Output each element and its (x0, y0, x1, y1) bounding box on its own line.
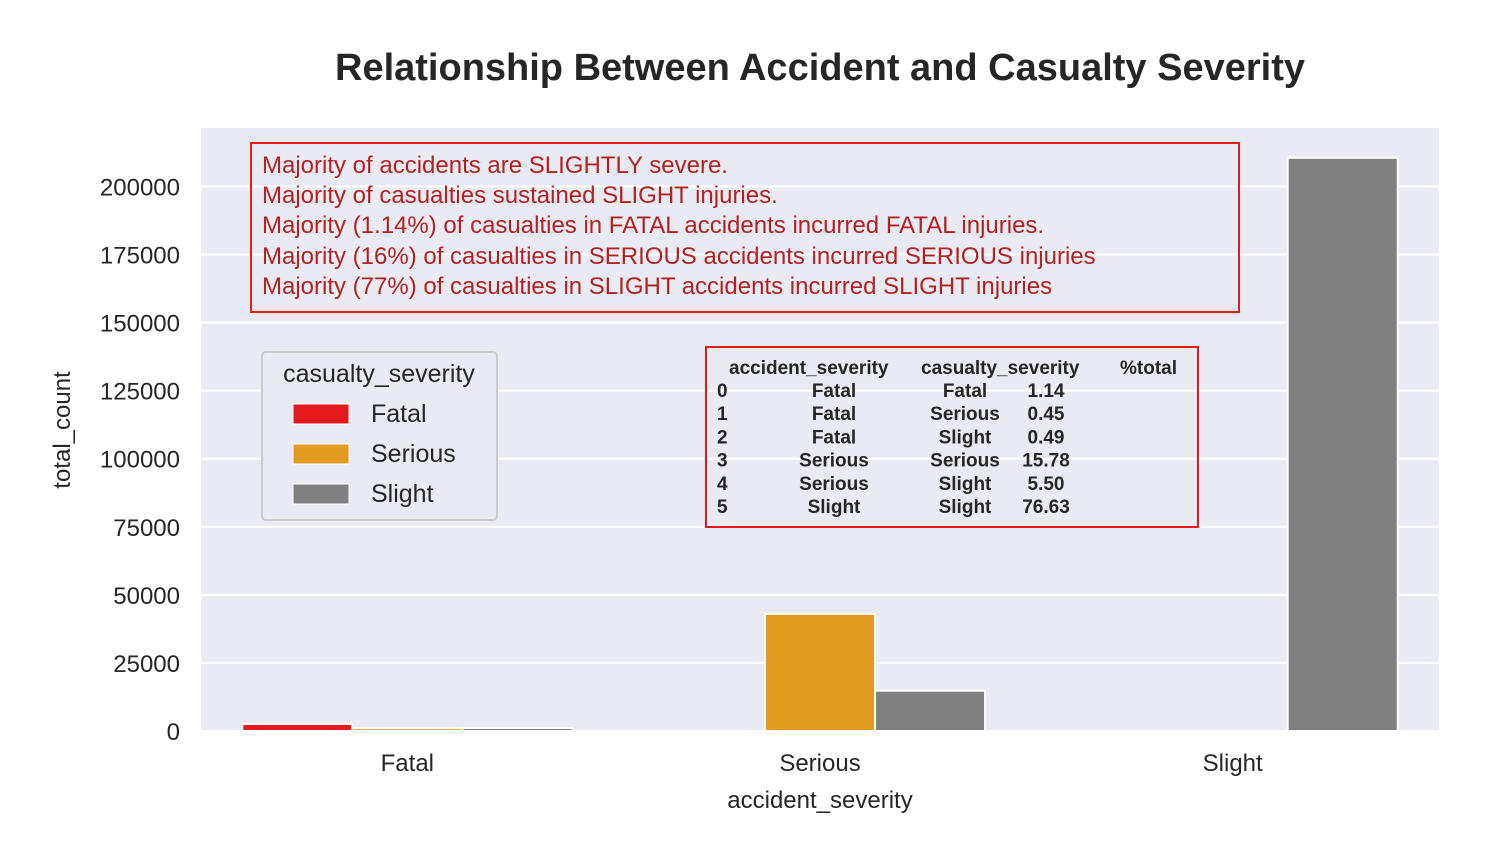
x-tick-label: Slight (1203, 750, 1263, 777)
y-tick-label: 200000 (100, 174, 180, 201)
annotation-line: Majority (1.14%) of casualties in FATAL … (262, 212, 1044, 239)
table-header-accident-severity: accident_severity (729, 358, 889, 379)
table-cell: 1 (717, 404, 728, 425)
bars (241, 156, 1399, 733)
annotation-line: Majority of accidents are SLIGHTLY sever… (262, 152, 728, 179)
table-cell: Fatal (943, 381, 987, 402)
bar-serious-serious (763, 612, 877, 733)
table-cell: 0.49 (1028, 427, 1065, 448)
table-cell: 0.45 (1028, 404, 1065, 425)
summary-table-rows: 0 Fatal Fatal 1.141 Fatal Serious 0.452 Fatal Sl… (717, 381, 1070, 518)
table-cell: Fatal (812, 404, 856, 425)
table-cell: 2 (717, 427, 728, 448)
annotation-border (250, 142, 1240, 313)
y-axis-ticks: 0 25000 50000 75000 100000 125000 150000 175000… (100, 174, 180, 746)
table-cell: 5 (717, 497, 728, 518)
y-axis-label: total_count (49, 371, 76, 489)
y-tick-label: 125000 (100, 379, 180, 406)
legend-frame (261, 351, 498, 521)
table-header-percent-total: %total (1120, 358, 1177, 379)
table-cell: 0 (717, 381, 728, 402)
legend: casualty_severity Fatal Serious Slight (261, 351, 498, 521)
summary-table: accident_severity casualty_severity %tot… (705, 346, 1199, 528)
y-tick-label: 0 (167, 719, 180, 746)
bar-fatal-serious (351, 727, 464, 732)
legend-swatch-slight (292, 483, 350, 505)
legend-label-slight: Slight (371, 480, 434, 508)
summary-table-border (705, 346, 1199, 528)
y-tick-label: 100000 (100, 447, 180, 474)
table-cell: Serious (930, 404, 1000, 425)
table-cell: 4 (717, 474, 728, 495)
bar-serious-slight (874, 689, 987, 732)
table-cell: Fatal (812, 381, 856, 402)
annotation-line: Majority (77%) of casualties in SLIGHT a… (262, 273, 1052, 300)
chart-title: Relationship Between Accident and Casual… (335, 47, 1305, 89)
bar-slight-slight (1286, 156, 1399, 733)
y-tick-label: 150000 (100, 311, 180, 338)
y-tick-label: 50000 (113, 583, 180, 610)
annotation-line: Majority (16%) of casualties in SERIOUS … (262, 243, 1096, 270)
table-cell: Slight (808, 497, 861, 518)
table-cell: Slight (939, 427, 992, 448)
table-cell: Serious (930, 451, 1000, 472)
annotation-box: Majority of accidents are SLIGHTLY sever… (250, 142, 1240, 313)
table-cell: 3 (717, 451, 728, 472)
legend-label-fatal: Fatal (371, 400, 427, 428)
legend-swatch-fatal (292, 403, 350, 425)
x-tick-label: Serious (779, 750, 860, 777)
table-cell: Fatal (812, 427, 856, 448)
legend-items: Fatal Serious Slight (292, 400, 456, 508)
table-cell: 1.14 (1028, 381, 1065, 402)
table-header-casualty-severity: casualty_severity (921, 358, 1080, 379)
bar-fatal-fatal (241, 722, 354, 733)
x-tick-label: Fatal (381, 750, 434, 777)
legend-swatch-serious (292, 443, 350, 465)
x-axis-label: accident_severity (727, 787, 912, 814)
legend-label-serious: Serious (371, 440, 456, 468)
table-cell: Serious (799, 474, 869, 495)
y-tick-label: 75000 (113, 515, 180, 542)
legend-title: casualty_severity (283, 360, 475, 388)
table-cell: Serious (799, 451, 869, 472)
table-cell: Slight (939, 474, 992, 495)
table-cell: 5.50 (1028, 474, 1065, 495)
table-cell: Slight (939, 497, 992, 518)
y-tick-label: 25000 (113, 651, 180, 678)
table-cell: 76.63 (1022, 497, 1070, 518)
annotation-line: Majority of casualties sustained SLIGHT … (262, 182, 778, 209)
bar-fatal-slight (461, 727, 574, 732)
x-axis-ticks: Fatal Serious Slight (381, 750, 1263, 777)
y-tick-label: 175000 (100, 242, 180, 269)
table-cell: 15.78 (1022, 451, 1070, 472)
